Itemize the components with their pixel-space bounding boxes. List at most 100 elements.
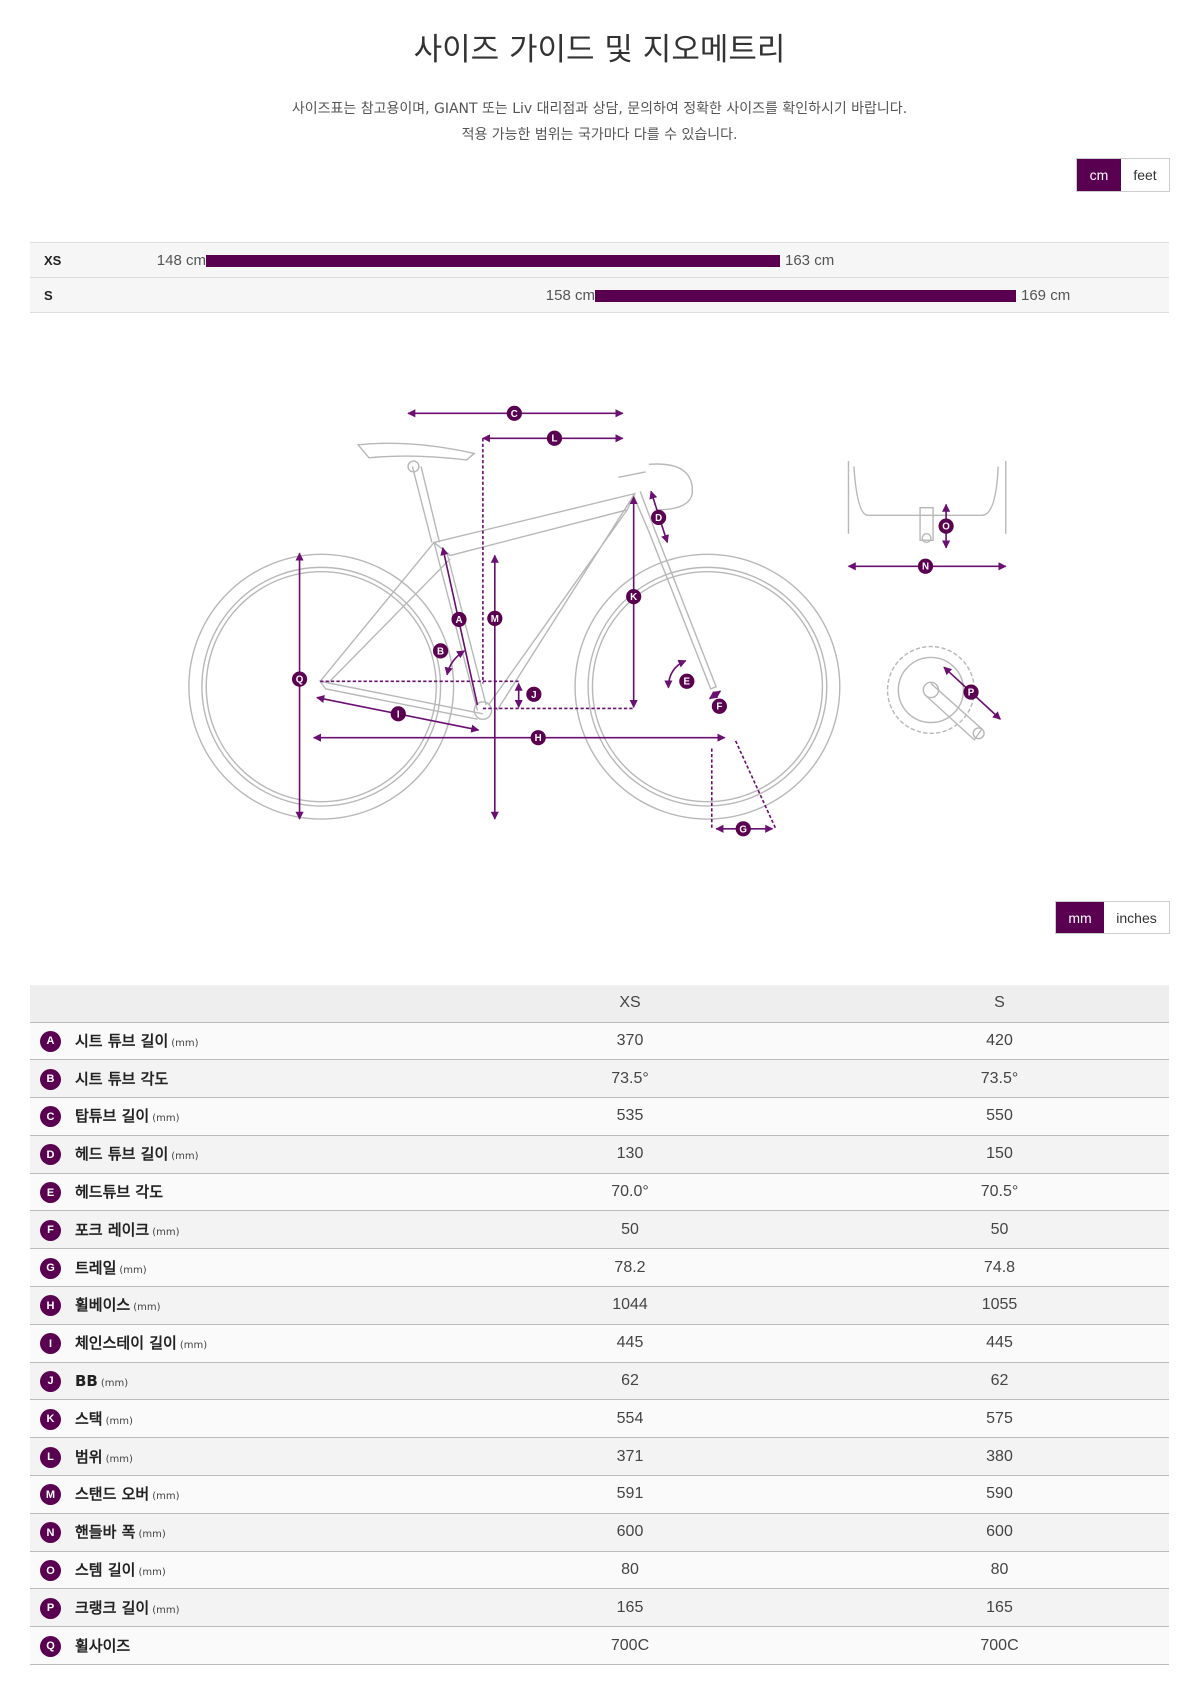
svg-text:Q: Q: [296, 675, 304, 686]
value-xs: 370: [430, 1022, 830, 1061]
diagram-label-o: O: [938, 518, 954, 534]
measurement-key-badge: K: [40, 1408, 61, 1430]
table-row: D 헤드 튜브 길이 (mm) 130 150: [30, 1135, 1169, 1174]
svg-text:B: B: [437, 646, 444, 657]
diagram-label-k: K: [626, 589, 642, 605]
measurement-name: M 스탠드 오버 (mm): [30, 1475, 430, 1514]
diagram-label-i: I: [390, 706, 406, 722]
value-xs: 165: [430, 1588, 830, 1628]
measurement-name: D 헤드 튜브 길이 (mm): [30, 1135, 430, 1174]
diagram-label-a: A: [451, 611, 467, 628]
height-range-bar: [206, 255, 780, 267]
measurement-unit: (mm): [171, 1151, 199, 1163]
diagram-label-b: B: [432, 643, 449, 659]
value-s: 550: [830, 1097, 1169, 1136]
value-s: 420: [830, 1022, 1169, 1061]
measurement-unit: (mm): [171, 1037, 199, 1049]
measurement-name: C 탑튜브 길이 (mm): [30, 1097, 430, 1136]
value-s: 150: [830, 1135, 1169, 1174]
diagram-label-m: M: [487, 610, 503, 626]
svg-text:P: P: [968, 688, 975, 699]
measurement-key-badge: I: [40, 1333, 61, 1355]
value-xs: 371: [430, 1437, 830, 1477]
measurement-label: 탑튜브 길이: [75, 1107, 150, 1126]
measurement-label: 핸들바 폭: [75, 1523, 136, 1542]
value-xs: 600: [430, 1513, 830, 1552]
value-xs: 554: [430, 1399, 830, 1439]
measurement-key-badge: G: [40, 1257, 61, 1279]
diagram-label-g: G: [735, 821, 751, 837]
diagram-label-q: Q: [291, 671, 308, 687]
measurement-name: P 크랭크 길이 (mm): [30, 1588, 430, 1628]
diagram-label-d: D: [651, 509, 667, 526]
max-height: 163 cm: [785, 252, 835, 269]
table-row: I 체인스테이 길이 (mm) 445 445: [30, 1324, 1169, 1363]
value-s: 1055: [830, 1286, 1169, 1325]
diagram-label-j: J: [526, 686, 542, 702]
measurement-label: 포크 레이크: [75, 1220, 150, 1239]
value-xs: 591: [430, 1475, 830, 1514]
table-row: O 스템 길이 (mm) 80 80: [30, 1551, 1169, 1590]
measurement-name: H 휠베이스 (mm): [30, 1286, 430, 1325]
svg-text:O: O: [942, 522, 950, 533]
table-row: K 스택 (mm) 554 575: [30, 1399, 1169, 1439]
measurement-unit: (mm): [100, 1377, 129, 1389]
diagram-label-c: C: [506, 405, 522, 421]
diagram-label-n: N: [917, 558, 934, 574]
diagram-label-h: H: [530, 730, 546, 746]
value-s: 380: [830, 1437, 1169, 1477]
measurement-key-badge: Q: [40, 1635, 61, 1657]
table-row: Q 휠사이즈 700C 700C: [30, 1626, 1169, 1666]
rider-height-row-s: S 158 cm 169 cm: [30, 278, 1169, 313]
unit-inches-button[interactable]: inches: [1104, 902, 1169, 933]
value-s: 80: [830, 1551, 1169, 1590]
measurement-name: F 포크 레이크 (mm): [30, 1210, 430, 1250]
measurement-unit: (mm): [119, 1264, 147, 1276]
value-s: 600: [830, 1513, 1169, 1552]
diagram-label-p: P: [963, 684, 979, 700]
value-xs: 62: [430, 1362, 830, 1401]
measurement-key-badge: M: [40, 1484, 61, 1506]
min-height: 158 cm: [545, 287, 595, 304]
measurement-unit: (mm): [152, 1491, 180, 1503]
unit-cm-button[interactable]: cm: [1077, 159, 1121, 191]
unit-mm-button[interactable]: mm: [1056, 902, 1104, 933]
table-row: A 시트 튜브 길이 (mm) 370 420: [30, 1022, 1169, 1061]
svg-text:J: J: [531, 690, 536, 701]
measurement-label: 체인스테이 길이: [75, 1334, 177, 1353]
measurement-unit: (mm): [105, 1415, 133, 1427]
table-row: B 시트 튜브 각도 73.5° 73.5°: [30, 1059, 1169, 1099]
measurement-key-badge: P: [40, 1597, 61, 1619]
svg-text:H: H: [535, 733, 542, 744]
measurement-key-badge: A: [40, 1030, 61, 1052]
column-s: S: [830, 985, 1169, 1023]
measurement-key-badge: N: [40, 1522, 61, 1544]
table-row: P 크랭크 길이 (mm) 165 165: [30, 1588, 1169, 1628]
value-s: 590: [830, 1475, 1169, 1514]
measurement-unit: (mm): [152, 1113, 180, 1125]
measurement-key-badge: J: [40, 1370, 61, 1392]
measurement-key-badge: L: [40, 1446, 61, 1468]
value-xs: 73.5°: [430, 1059, 830, 1099]
svg-text:I: I: [397, 709, 400, 720]
height-range-bar: [595, 290, 1016, 302]
value-s: 73.5°: [830, 1059, 1169, 1099]
svg-text:G: G: [739, 824, 747, 835]
rider-height-row-xs: XS 148 cm 163 cm: [30, 243, 1169, 278]
table-row: C 탑튜브 길이 (mm) 535 550: [30, 1097, 1169, 1136]
value-s: 62: [830, 1362, 1169, 1401]
measurement-label: 시트 튜브 각도: [75, 1069, 169, 1088]
unit-feet-button[interactable]: feet: [1121, 159, 1169, 191]
value-s: 70.5°: [830, 1173, 1169, 1212]
measurement-unit: (mm): [152, 1226, 180, 1238]
measurement-name: A 시트 튜브 길이 (mm): [30, 1022, 430, 1061]
table-row: M 스탠드 오버 (mm) 591 590: [30, 1475, 1169, 1514]
rider-height-chart: XS 148 cm 163 cm S 158 cm 169 cm: [30, 242, 1169, 313]
measurement-unit: (mm): [133, 1302, 161, 1314]
svg-text:D: D: [655, 513, 662, 524]
value-xs: 130: [430, 1135, 830, 1174]
measurement-name: K 스택 (mm): [30, 1399, 430, 1439]
bike-illustration: [188, 442, 1007, 820]
svg-text:L: L: [551, 434, 557, 445]
